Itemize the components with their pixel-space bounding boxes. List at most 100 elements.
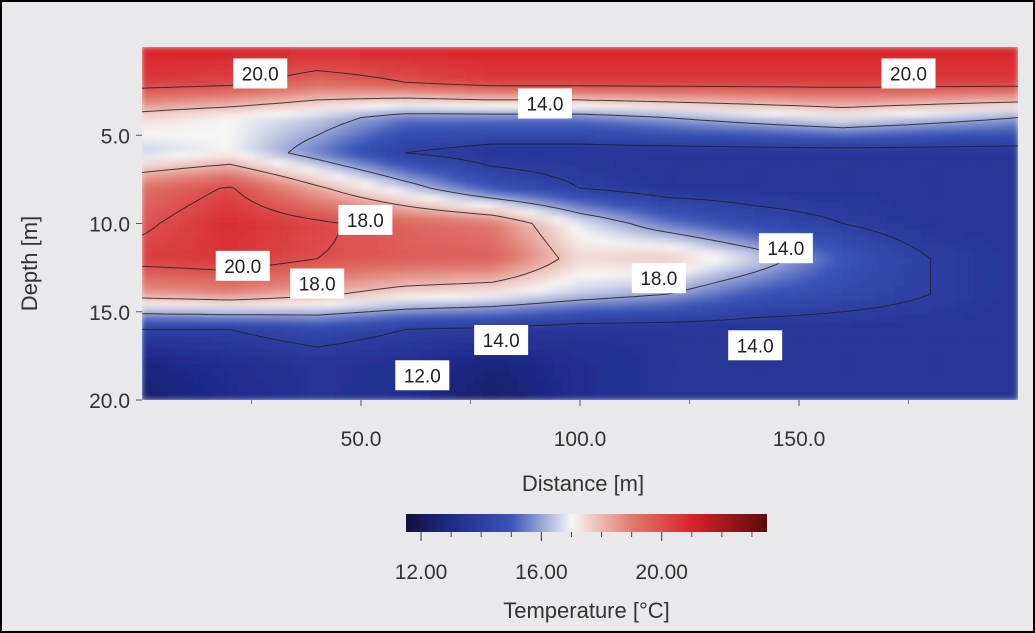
heatmap-cell [290,166,301,175]
heatmap-cell [360,335,371,345]
heatmap-cell [474,166,485,175]
heatmap-cell [448,95,458,105]
heatmap-cell [264,102,274,112]
heatmap-cell [868,124,879,133]
heatmap-cell [798,81,809,90]
heatmap-cell [404,328,415,338]
heatmap-cell [763,159,774,168]
heatmap-cell [377,307,388,316]
heatmap-cell [448,357,458,366]
heatmap-cell [772,53,783,62]
heatmap-cell [290,124,301,133]
heatmap-cell [745,152,756,161]
heatmap-cell [772,102,783,112]
heatmap-cell [316,60,327,69]
heatmap-cell [176,222,187,232]
heatmap-cell [973,60,984,69]
heatmap-cell [281,251,292,260]
heatmap-cell [246,159,257,168]
heatmap-cell [947,314,958,323]
heatmap-cell [754,95,765,105]
heatmap-cell [894,357,905,366]
heatmap-cell [842,364,853,373]
heatmap-cell [815,208,826,218]
heatmap-cell [500,74,511,83]
heatmap-cell [158,117,169,126]
heatmap-cell [991,293,1002,302]
heatmap-cell [579,272,590,281]
heatmap-cell [964,208,975,218]
heatmap-cell [316,74,327,83]
heatmap-cell [1008,279,1018,288]
heatmap-cell [193,392,204,400]
heatmap-cell [737,201,748,210]
heatmap-cell [579,321,590,330]
heatmap-cell [877,173,888,182]
heatmap-cell [491,166,502,175]
heatmap-cell [579,293,590,302]
heatmap-cell [553,117,564,126]
heatmap-cell [142,109,152,119]
heatmap-cell [360,237,371,246]
heatmap-cell [518,364,529,373]
heatmap-cell [158,251,169,260]
heatmap-cell [912,131,923,140]
heatmap-cell [588,180,599,189]
heatmap-cell [859,378,870,387]
heatmap-cell [702,74,712,83]
heatmap-cell [894,244,905,253]
heatmap-cell [719,60,730,69]
heatmap-cell [903,159,914,168]
heatmap-cell [859,349,870,359]
heatmap-cell [211,349,222,359]
heatmap-cell [991,194,1002,203]
heatmap-cell [693,251,704,260]
heatmap-cell [868,378,879,387]
heatmap-cell [518,159,529,168]
heatmap-cell [255,208,266,218]
heatmap-cell [938,342,949,352]
heatmap-cell [386,180,397,189]
heatmap-cell [544,53,555,62]
heatmap-cell [412,173,423,182]
heatmap-cell [737,392,748,400]
heatmap-cell [526,237,537,246]
heatmap-cell [448,342,458,352]
heatmap-cell [772,371,783,380]
heatmap-cell [255,371,266,380]
heatmap-cell [614,95,625,105]
heatmap-cell [684,342,695,352]
heatmap-cell [544,159,555,168]
heatmap-cell [412,117,423,126]
heatmap-cell [947,208,958,218]
heatmap-cell [780,131,791,140]
heatmap-cell [150,95,161,105]
heatmap-cell [702,251,712,260]
heatmap-cell [299,229,310,239]
heatmap-cell [728,321,739,330]
heatmap-cell [299,81,310,90]
heatmap-cell [202,74,213,83]
heatmap-cell [667,222,677,232]
heatmap-cell [465,60,476,69]
heatmap-cell [377,124,388,133]
heatmap-cell [150,166,161,175]
heatmap-cell [921,293,931,302]
heatmap-cell [640,95,651,105]
heatmap-cell [570,378,581,387]
heatmap-cell [509,159,520,168]
heatmap-cell [631,201,642,210]
heatmap-cell [842,124,853,133]
heatmap-cell [702,102,712,112]
heatmap-cell [316,124,327,133]
heatmap-cell [588,265,599,274]
heatmap-cell [553,229,564,239]
heatmap-cell [579,237,590,246]
heatmap-cell [614,335,625,345]
heatmap-cell [193,300,204,309]
heatmap-cell [325,215,336,225]
heatmap-cell [667,392,677,400]
heatmap-cell [509,173,520,182]
heatmap-cell [176,152,187,161]
heatmap-cell [491,258,502,267]
